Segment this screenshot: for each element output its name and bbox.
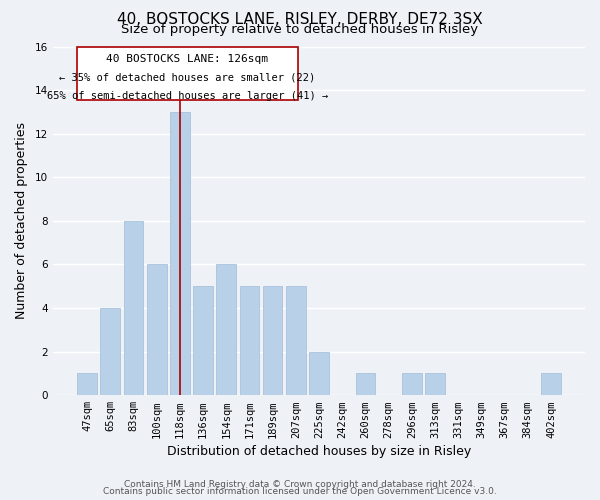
Bar: [286, 286, 305, 395]
Bar: [239, 286, 259, 395]
Text: 40 BOSTOCKS LANE: 126sqm: 40 BOSTOCKS LANE: 126sqm: [106, 54, 268, 64]
Bar: [100, 308, 120, 395]
Bar: [170, 112, 190, 395]
Text: Size of property relative to detached houses in Risley: Size of property relative to detached ho…: [121, 24, 479, 36]
Bar: [402, 374, 422, 395]
Bar: [193, 286, 213, 395]
Text: Contains public sector information licensed under the Open Government Licence v3: Contains public sector information licen…: [103, 487, 497, 496]
FancyBboxPatch shape: [77, 46, 298, 100]
Text: ← 35% of detached houses are smaller (22): ← 35% of detached houses are smaller (22…: [59, 72, 316, 83]
Bar: [425, 374, 445, 395]
Bar: [217, 264, 236, 395]
Text: Contains HM Land Registry data © Crown copyright and database right 2024.: Contains HM Land Registry data © Crown c…: [124, 480, 476, 489]
Bar: [147, 264, 167, 395]
Bar: [263, 286, 283, 395]
Y-axis label: Number of detached properties: Number of detached properties: [15, 122, 28, 320]
Bar: [309, 352, 329, 395]
Bar: [77, 374, 97, 395]
Bar: [124, 221, 143, 395]
X-axis label: Distribution of detached houses by size in Risley: Distribution of detached houses by size …: [167, 444, 471, 458]
Text: 65% of semi-detached houses are larger (41) →: 65% of semi-detached houses are larger (…: [47, 91, 328, 101]
Text: 40, BOSTOCKS LANE, RISLEY, DERBY, DE72 3SX: 40, BOSTOCKS LANE, RISLEY, DERBY, DE72 3…: [117, 12, 483, 28]
Bar: [356, 374, 375, 395]
Bar: [541, 374, 561, 395]
